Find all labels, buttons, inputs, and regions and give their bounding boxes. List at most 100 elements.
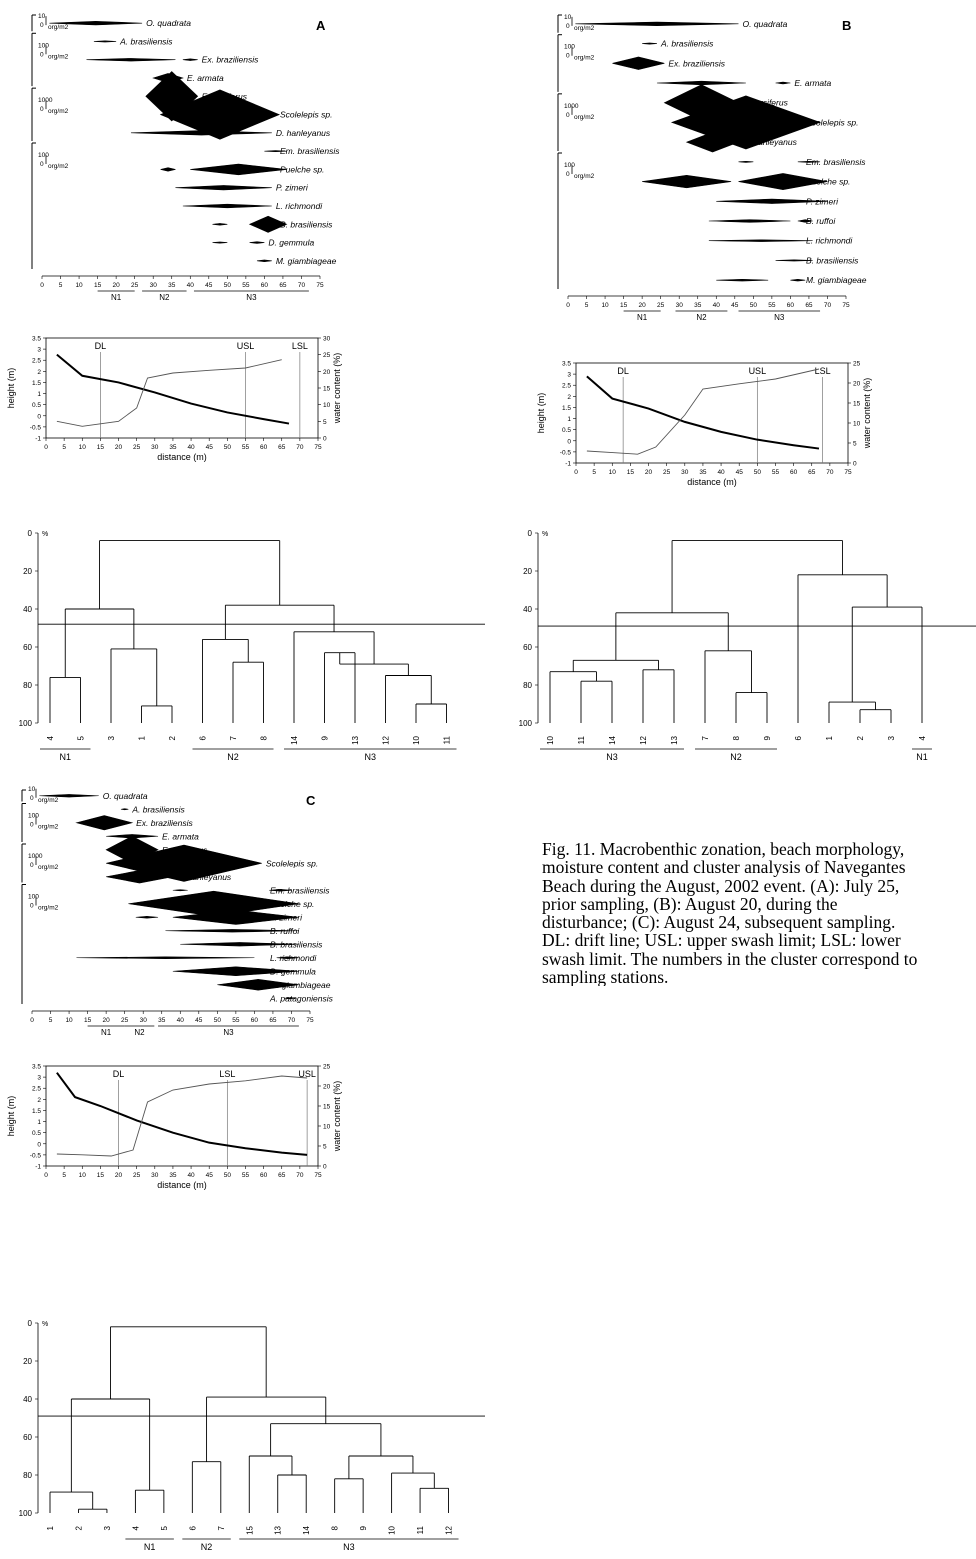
scale-zero: 0	[566, 171, 570, 178]
species-label: O. quadrata	[743, 19, 788, 29]
zone-label: N1	[101, 1028, 112, 1037]
zone-label: N2	[696, 313, 707, 322]
scale-unit: org/m2	[48, 163, 69, 170]
x-axis-label: distance (m)	[157, 452, 207, 462]
scale-unit: org/m2	[48, 24, 69, 31]
scale-zero: 0	[30, 862, 34, 869]
leaf-label: 15	[245, 1525, 254, 1534]
y-tick-label: -0.5	[30, 1152, 42, 1159]
leaf-label: 11	[443, 735, 452, 744]
kite-lrichmondi	[182, 203, 272, 209]
x-tick-label: 45	[195, 1017, 203, 1024]
y-tick-label: 0	[37, 1141, 41, 1148]
kite-embrasiliensis	[172, 889, 188, 892]
y2-tick-label: 15	[323, 386, 331, 393]
x-tick-label: 60	[261, 282, 269, 289]
x-tick-label: 15	[94, 282, 102, 289]
x-tick-label: 10	[79, 444, 87, 451]
group-label: N1	[144, 1542, 156, 1552]
y-unit: %	[42, 531, 48, 538]
leaf-label: 12	[639, 735, 648, 744]
caption-line: sampling stations.	[542, 967, 669, 987]
scale-value: 10	[38, 13, 46, 20]
y2-tick-label: 20	[323, 1084, 331, 1091]
kite-efurciferus	[105, 835, 159, 864]
x-tick-label: 40	[717, 469, 725, 476]
y2-tick-label: 5	[323, 1144, 327, 1151]
y-tick-label: 1	[37, 391, 41, 398]
kite-abrasiliensis	[120, 808, 129, 811]
height-curve	[56, 1072, 308, 1156]
species-label: D. hanleyanus	[177, 872, 232, 882]
leaf-label: 2	[168, 735, 177, 740]
leaf-label: 9	[359, 1525, 368, 1530]
scale-zero: 0	[30, 903, 34, 910]
y2-axis-label: water content (%)	[332, 1081, 342, 1153]
x-tick-label: 65	[805, 302, 813, 309]
x-tick-label: 20	[103, 1017, 111, 1024]
x-tick-label: 10	[609, 469, 617, 476]
y-tick-label: 60	[23, 643, 32, 652]
species-label: L. richmondi	[806, 236, 853, 246]
leaf-label: 4	[46, 735, 55, 740]
group-label: N3	[606, 752, 618, 762]
group-label: N2	[201, 1542, 213, 1552]
x-tick-label: 10	[75, 282, 83, 289]
species-label: Em. brasiliensis	[270, 885, 330, 895]
x-axis-label: distance (m)	[687, 477, 737, 487]
x-tick-label: 40	[177, 1017, 185, 1024]
x-tick-label: 15	[627, 469, 635, 476]
x-tick-label: 65	[278, 1172, 286, 1179]
y2-tick-label: 20	[853, 381, 861, 388]
y-tick-label: 3.5	[562, 361, 571, 368]
x-tick-label: 25	[133, 1172, 141, 1179]
x-tick-label: 60	[251, 1017, 259, 1024]
group-label: N1	[916, 752, 928, 762]
leaf-label: 5	[77, 735, 86, 740]
x-tick-label: 40	[187, 444, 195, 451]
species-label: Scolelepis sp.	[266, 858, 318, 868]
y2-tick-label: 0	[323, 436, 327, 443]
scale-unit: org/m2	[574, 25, 595, 32]
species-label: M. giambiageae	[270, 980, 331, 990]
leaf-label: 14	[302, 1525, 311, 1534]
y2-tick-label: 0	[853, 461, 857, 468]
leaf-label: 4	[131, 1525, 140, 1530]
kite-lrichmondi	[276, 956, 299, 959]
scale-value: 100	[38, 42, 49, 49]
kite-embrasiliensis	[269, 889, 292, 892]
panel-letter: A	[316, 18, 326, 33]
x-tick-label: 25	[121, 1017, 129, 1024]
x-tick-label: 45	[731, 302, 739, 309]
leaf-label: 10	[388, 1525, 397, 1534]
species-label: L. richmondi	[276, 201, 323, 211]
y-unit: %	[542, 531, 548, 538]
leaf-label: 3	[887, 735, 896, 740]
scale-value: 100	[564, 44, 575, 51]
leaf-label: 7	[701, 735, 710, 740]
x-tick-label: 60	[260, 444, 268, 451]
x-tick-label: 0	[574, 469, 578, 476]
marker-label: DL	[95, 341, 107, 351]
scale-value: 10	[28, 786, 36, 793]
x-tick-label: 25	[131, 282, 139, 289]
x-tick-label: 5	[62, 444, 66, 451]
zone-label: N2	[159, 293, 170, 302]
y2-tick-label: 25	[323, 1064, 331, 1071]
y2-tick-label: 25	[323, 352, 331, 359]
x-tick-label: 35	[169, 444, 177, 451]
scale-value: 100	[28, 894, 39, 901]
y-tick-label: 60	[523, 643, 532, 652]
kite-abrasiliensis	[93, 40, 117, 43]
x-tick-label: 50	[224, 282, 232, 289]
species-label: E. armata	[187, 73, 224, 83]
kite-exbraziliensis	[612, 56, 665, 70]
species-label: M. giambiageae	[806, 275, 867, 285]
leaf-label: 8	[732, 735, 741, 740]
kite-bbrasiliensis	[248, 215, 288, 233]
y-tick-label: 20	[23, 1357, 32, 1366]
x-tick-label: 70	[288, 1017, 296, 1024]
x-tick-label: 45	[206, 444, 214, 451]
x-tick-label: 30	[150, 282, 158, 289]
